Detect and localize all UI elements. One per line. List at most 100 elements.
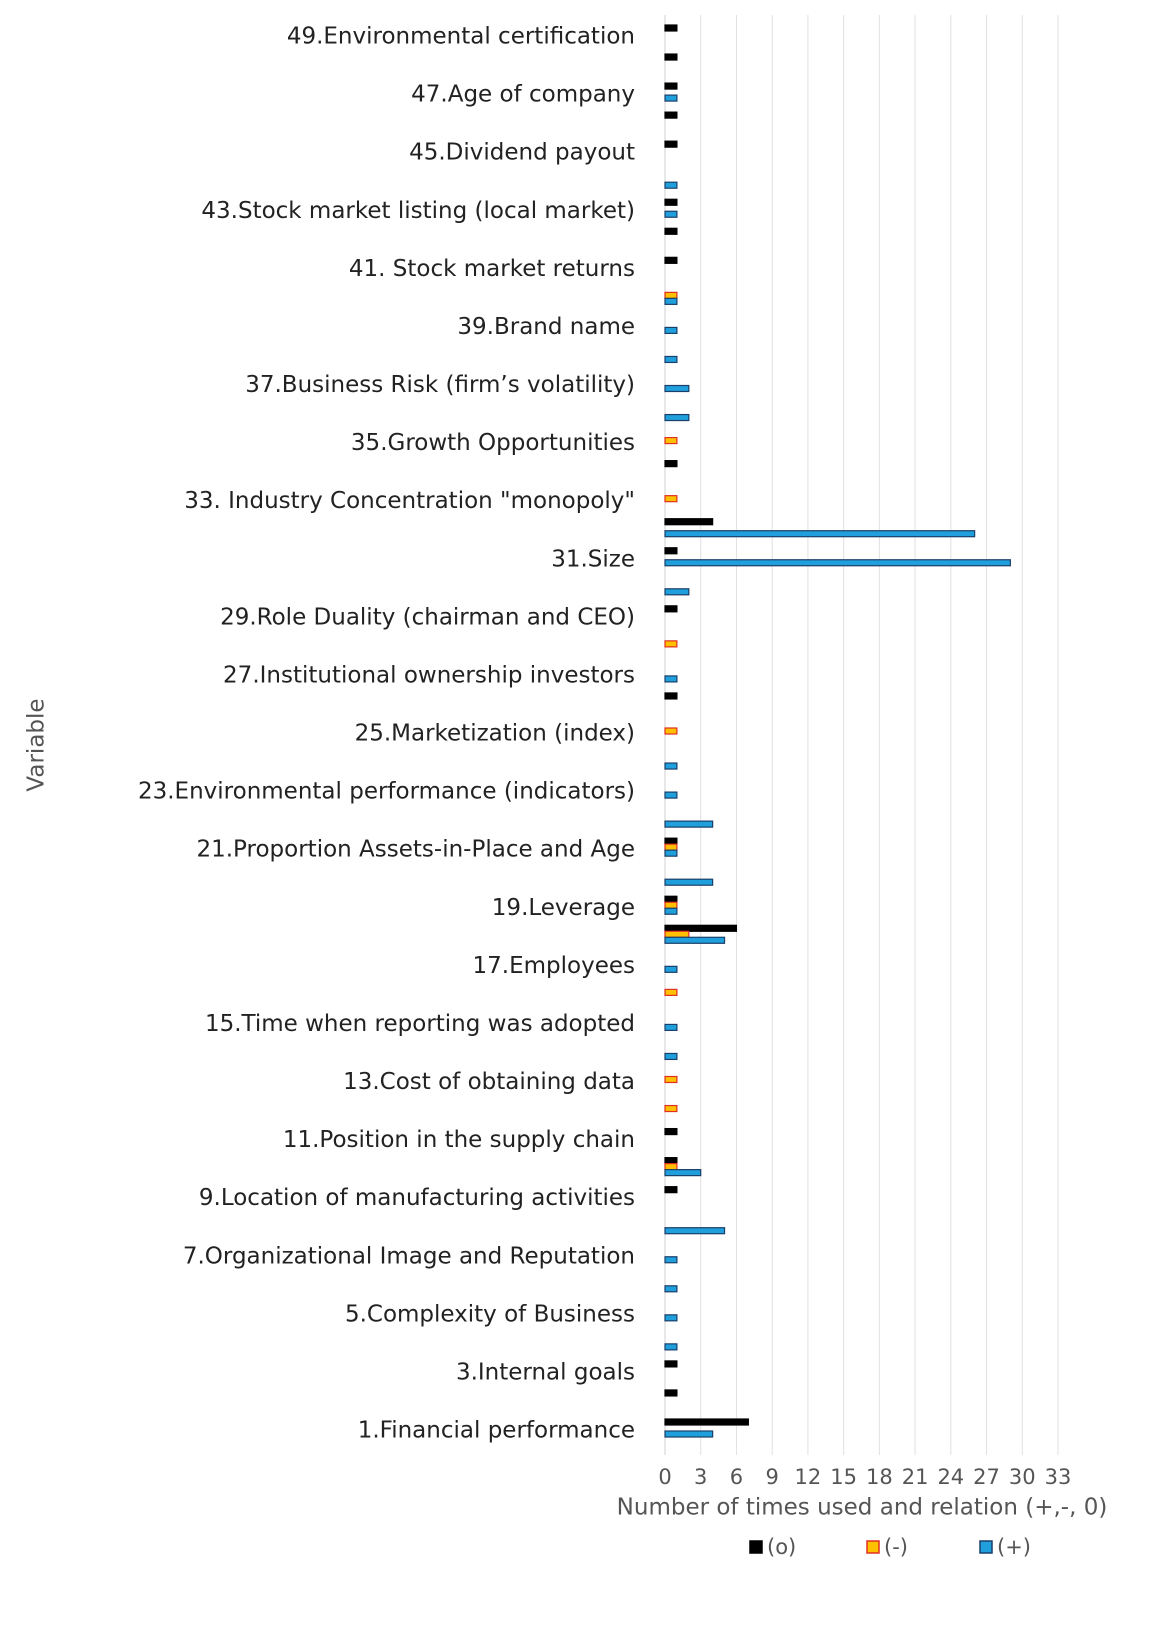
category-label: 35.Growth Opportunities [351, 430, 635, 456]
bar [664, 1343, 678, 1351]
category-label: 39.Brand name [457, 314, 635, 340]
legend-label: (o) [767, 1535, 796, 1559]
category-label: 19.Leverage [492, 895, 635, 921]
bar [664, 791, 678, 799]
category-label: 45.Dividend payout [409, 140, 635, 166]
bar [664, 965, 678, 973]
category-label: 37.Business Risk (firm’s volatility) [245, 372, 635, 398]
bar [664, 1256, 678, 1264]
bar [664, 1104, 678, 1113]
bar [664, 24, 678, 32]
legend-label: (-) [884, 1535, 908, 1559]
bar [664, 495, 678, 503]
category-label: 47.Age of company [411, 82, 635, 108]
bar [664, 53, 678, 61]
bar [664, 326, 678, 335]
bar [664, 1186, 678, 1194]
bar [664, 1418, 749, 1426]
bar [664, 436, 678, 445]
bar [664, 843, 678, 851]
bar [664, 692, 678, 700]
bar [664, 210, 678, 218]
x-tick-label: 24 [937, 1465, 964, 1489]
category-label: 49.Environmental certification [287, 24, 635, 50]
bar [664, 1157, 678, 1165]
x-tick-label: 0 [658, 1465, 671, 1489]
bar [664, 1227, 726, 1235]
bar [664, 837, 678, 845]
bar [664, 547, 678, 555]
bar [664, 1023, 678, 1032]
bar [664, 901, 678, 909]
bar [664, 1314, 678, 1322]
x-axis-title: Number of times used and relation (+,-, … [617, 1495, 1108, 1521]
category-label: 25.Marketization (index) [355, 721, 635, 747]
bar [664, 291, 678, 299]
bar [664, 727, 678, 735]
category-label: 21.Proportion Assets-in-Place and Age [196, 837, 635, 863]
bar [664, 227, 678, 235]
category-label: 7.Organizational Image and Reputation [183, 1243, 635, 1269]
bar [664, 907, 678, 915]
bar [664, 1169, 702, 1177]
x-tick-label: 3 [694, 1465, 707, 1489]
category-label: 43.Stock market listing (local market) [201, 198, 635, 224]
bar [664, 530, 976, 538]
bar [664, 1127, 678, 1136]
category-label: 17.Employees [473, 953, 635, 979]
bar [664, 384, 690, 393]
bar [664, 936, 726, 944]
bar [664, 988, 678, 996]
bar [664, 675, 678, 683]
bar [664, 1163, 678, 1171]
bar [664, 297, 678, 305]
bar [664, 256, 678, 264]
category-label: 23.Environmental performance (indicators… [138, 779, 635, 805]
x-tick-label: 18 [866, 1465, 893, 1489]
legend-swatch [866, 1540, 880, 1554]
x-tick-label: 30 [1009, 1465, 1036, 1489]
x-tick-label: 9 [765, 1465, 778, 1489]
bar [664, 640, 678, 648]
x-tick-label: 21 [902, 1465, 929, 1489]
category-label: 9.Location of manufacturing activities [199, 1185, 635, 1211]
category-label: 1.Financial performance [358, 1418, 635, 1444]
bar [664, 82, 678, 90]
bar [664, 1430, 714, 1438]
x-tick-label: 6 [730, 1465, 743, 1489]
bar [664, 762, 678, 770]
bar [664, 140, 678, 148]
bar [664, 1052, 678, 1061]
bar [664, 111, 678, 119]
bar [664, 820, 714, 828]
bar [664, 198, 678, 206]
category-label: 27.Institutional ownership investors [223, 662, 635, 688]
bar [664, 181, 678, 189]
bar [664, 460, 678, 468]
bar [664, 1360, 678, 1368]
bar [664, 588, 690, 596]
bar [664, 605, 678, 613]
bar [664, 518, 714, 526]
bar [664, 1075, 678, 1084]
x-tick-label: 15 [830, 1465, 857, 1489]
x-tick-label: 12 [795, 1465, 822, 1489]
bar [664, 1285, 678, 1293]
bar [664, 355, 678, 364]
bar [664, 930, 690, 938]
bar [664, 94, 678, 102]
category-label: 15.Time when reporting was adopted [205, 1011, 635, 1037]
category-label: 29.Role Duality (chairman and CEO) [220, 604, 635, 630]
bar [664, 849, 678, 857]
bar [664, 559, 1011, 567]
bar [664, 413, 690, 422]
category-label: 11.Position in the supply chain [283, 1127, 635, 1153]
bar [664, 878, 714, 886]
legend-swatch [979, 1540, 993, 1554]
category-label: 41. Stock market returns [349, 256, 635, 282]
bar [664, 924, 738, 932]
category-label: 5.Complexity of Business [345, 1301, 635, 1327]
x-tick-label: 33 [1045, 1465, 1072, 1489]
x-tick-label: 27 [973, 1465, 1000, 1489]
